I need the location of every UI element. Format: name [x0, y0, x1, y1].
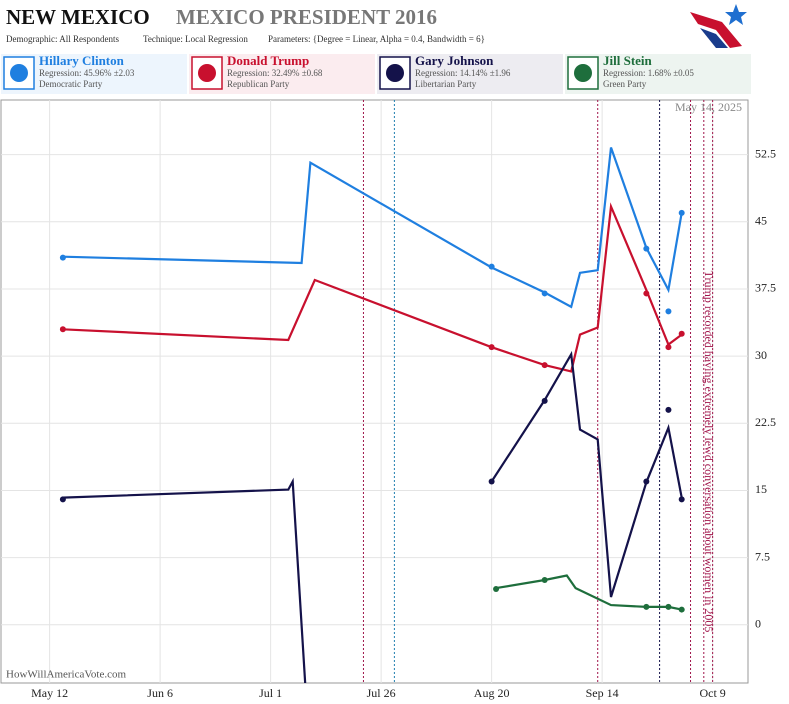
poll-point	[665, 308, 672, 315]
annotation: Trump recorded having extremely lewd con…	[702, 271, 716, 633]
x-tick-label: Oct 9	[699, 686, 725, 700]
poll-point	[665, 344, 672, 351]
series-line	[62, 147, 683, 309]
poll-point	[665, 603, 672, 610]
parameter: Parameters: {Degree = Linear, Alpha = 0.…	[268, 34, 485, 44]
plot-area	[0, 99, 749, 684]
legend-party: Libertarian Party	[415, 79, 477, 89]
legend-regression: Regression: 1.68% ±0.05	[603, 68, 694, 78]
legend-glyph	[198, 64, 216, 82]
poll-point	[643, 290, 650, 297]
y-tick-label: 0	[755, 617, 761, 631]
legend-regression: Regression: 45.96% ±2.03	[39, 68, 135, 78]
logo	[690, 4, 747, 48]
y-tick-label: 30	[755, 348, 767, 362]
chart-subtitle: MEXICO PRESIDENT 2016	[176, 5, 437, 29]
poll-point	[643, 245, 650, 252]
legend-icon	[567, 56, 599, 90]
legend-glyph	[386, 64, 404, 82]
legend-glyph	[574, 64, 592, 82]
poll-point	[541, 397, 548, 404]
poll-point	[59, 496, 66, 503]
legend-party: Republican Party	[227, 79, 290, 89]
x-tick-label: Sep 14	[586, 686, 619, 700]
y-tick-label: 15	[755, 482, 767, 496]
poll-point	[59, 326, 66, 333]
poll-point	[488, 263, 495, 270]
parameter: Demographic: All Respondents	[6, 34, 119, 44]
poll-point	[541, 577, 548, 584]
chart-title: NEW MEXICO	[6, 5, 150, 29]
poll-point	[643, 478, 650, 485]
poll-point	[488, 344, 495, 351]
y-tick-label: 52.5	[755, 146, 776, 160]
poll-point	[643, 603, 650, 610]
legend-icon	[3, 56, 35, 90]
legend-name: Hillary Clinton	[39, 53, 125, 68]
poll-point	[665, 406, 672, 413]
poll-point	[541, 362, 548, 369]
watermark: HowWillAmericaVote.com	[6, 669, 126, 681]
poll-point	[541, 290, 548, 297]
series-line	[62, 202, 683, 373]
x-tick-label: Jun 6	[147, 686, 173, 700]
legend-regression: Regression: 14.14% ±1.96	[415, 68, 511, 78]
y-tick-label: 45	[755, 214, 767, 228]
y-tick-label: 22.5	[755, 415, 776, 429]
legend-party: Democratic Party	[39, 79, 103, 89]
series-group	[59, 147, 685, 683]
legend-name: Donald Trump	[227, 53, 309, 68]
poll-point	[678, 209, 685, 216]
x-tick-label: Jul 1	[259, 686, 282, 700]
legend-party: Green Party	[603, 79, 647, 89]
poll-point	[488, 478, 495, 485]
parameter: Technique: Local Regression	[143, 34, 248, 44]
x-tick-label: Jul 26	[367, 686, 396, 700]
poll-point	[493, 585, 500, 592]
y-tick-label: 37.5	[755, 281, 776, 295]
date-label: May 14, 2025	[675, 100, 742, 114]
legend-name: Gary Johnson	[415, 53, 494, 68]
poll-point	[678, 330, 685, 337]
series-line	[495, 574, 682, 611]
x-tick-label: Aug 20	[474, 686, 510, 700]
poll-point	[678, 606, 685, 613]
poll-point	[59, 254, 66, 261]
y-tick-label: 7.5	[755, 549, 770, 563]
legend-name: Jill Stein	[603, 53, 653, 68]
legend-regression: Regression: 32.49% ±0.68	[227, 68, 323, 78]
legend-glyph	[10, 64, 28, 82]
poll-point	[678, 496, 685, 503]
x-tick-label: May 12	[31, 686, 68, 700]
series-line	[62, 350, 683, 683]
